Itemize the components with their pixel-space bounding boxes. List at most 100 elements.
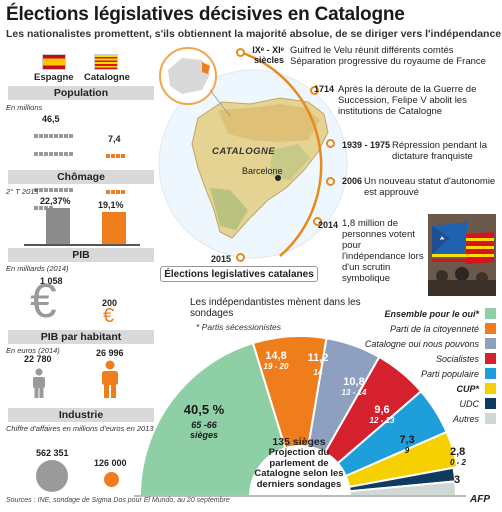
population-unit-square <box>34 206 38 210</box>
spain-flag <box>42 54 66 70</box>
industrie-catalonia-value: 126 000 <box>94 458 127 468</box>
legend-swatch <box>485 398 496 409</box>
timeline-dot <box>236 48 245 57</box>
timeline-text: Après la déroute de la Guerre de Success… <box>338 84 477 117</box>
population-spain-value: 46,5 <box>42 114 60 124</box>
seat-percent: 40,5 % <box>183 402 225 417</box>
legend-item: Parti de la citoyenneté <box>330 321 496 336</box>
euro-icon-catalonia: € <box>103 305 115 327</box>
population-unit-square <box>121 190 125 194</box>
page-subtitle: Les nationalistes promettent, s'ils obti… <box>6 28 502 40</box>
timeline-dot <box>326 139 335 148</box>
map-city-label: Barcelone <box>242 166 283 176</box>
legend-label: Parti populaire <box>420 368 479 379</box>
page-title: Élections législatives décisives en Cata… <box>6 4 405 25</box>
pib-heading: PIB <box>8 248 154 262</box>
population-unit-square <box>39 134 43 138</box>
legend-item: Ensemble pour le oui* <box>330 306 496 321</box>
spain-label: Espagne <box>34 72 74 83</box>
person-icon-catalonia <box>102 360 118 398</box>
seat-range: 9 <box>404 446 410 455</box>
population-unit-square <box>69 152 73 156</box>
chomage-spain-value: 22,37% <box>40 196 71 206</box>
seat-label-catalogne-oui: 11,2 14 <box>300 352 336 377</box>
pib-habitant-spain-value: 22 780 <box>24 354 52 364</box>
legend-swatch <box>485 383 496 394</box>
population-unit-square <box>116 190 120 194</box>
population-unit-square <box>54 152 58 156</box>
seat-range: 14 <box>313 368 323 377</box>
seat-label-socialistes: 10,8 13 - 14 <box>336 376 372 397</box>
population-unit-square <box>106 154 110 158</box>
population-unit-square <box>34 134 38 138</box>
population-unit-square <box>34 188 38 192</box>
hemicycle-segment <box>138 341 287 497</box>
legend-label: Socialistes <box>435 353 479 364</box>
population-unit-square <box>64 188 68 192</box>
pib-spain-value: 1 058 <box>40 276 63 286</box>
catalonia-label: Catalogne <box>84 72 130 83</box>
elections-note: Les indépendantistes mènent dans les son… <box>190 297 361 319</box>
population-unit-square <box>39 188 43 192</box>
person-icon-spain <box>33 368 45 398</box>
timeline-text: Un nouveau statut d'autonomie est approu… <box>364 176 496 198</box>
sources-text: Sources : INE, sondage de Sigma Dos pour… <box>6 497 230 504</box>
population-unit-square <box>49 188 53 192</box>
legend-item: Socialistes <box>330 351 496 366</box>
seat-range: 0 - 2 <box>450 458 467 467</box>
pib-catalonia-value: 200 <box>102 298 118 308</box>
map-region-label: CATALOGNE <box>212 146 276 157</box>
legend-label: Parti de la citoyenneté <box>389 323 479 334</box>
seat-range: 19 - 20 <box>263 362 289 371</box>
seat-percent: 9,6 <box>374 404 390 416</box>
seat-range: 65 -66 <box>191 420 217 430</box>
population-unit-square <box>64 152 68 156</box>
seat-label-autres: 3 <box>454 474 474 486</box>
crowd-photo <box>428 214 496 296</box>
seat-word: sièges <box>189 430 219 440</box>
population-unit-square <box>69 134 73 138</box>
legend-label: Catalogne oui nous pouvons <box>364 338 479 349</box>
legend-swatch <box>485 338 496 349</box>
seat-percent: 2,8 <box>450 446 466 458</box>
timeline-dot <box>310 86 319 95</box>
population-unit-square <box>111 190 115 194</box>
seat-label-cup: 7,3 9 <box>392 434 422 455</box>
barcelona-marker <box>275 175 281 181</box>
population-unit-square <box>64 134 68 138</box>
timeline-text: Répression pendant la dictature franquis… <box>392 140 488 162</box>
seat-range: 13 - 14 <box>341 388 367 397</box>
timeline-date: 2015 <box>210 254 231 264</box>
chomage-heading: Chômage <box>8 170 154 184</box>
seat-percent: 14,8 <box>265 350 287 362</box>
timeline-date: IXᵉ - XIᵉ siècles <box>252 45 284 65</box>
catalonia-map <box>158 47 348 259</box>
timeline-text: Guifred le Velu réunit différents comtés… <box>290 45 486 67</box>
industrie-catalonia-disc <box>104 472 119 487</box>
legend-item: Catalogne oui nous pouvons <box>330 336 496 351</box>
timeline-date: 2014 <box>317 220 338 230</box>
population-unit: En millions <box>6 103 43 112</box>
legend-swatch <box>485 413 496 424</box>
chomage-catalonia-bar <box>102 212 126 244</box>
population-unit-square <box>106 190 110 194</box>
legend-swatch <box>485 368 496 379</box>
elections-note-sub: * Partis sécessionistes <box>196 322 282 332</box>
chomage-spain-bar <box>46 208 70 244</box>
population-unit-square <box>121 154 125 158</box>
population-unit-square <box>59 134 63 138</box>
population-unit-square <box>44 134 48 138</box>
legend-label: Autres <box>452 413 479 424</box>
pib-habitant-catalonia-value: 26 996 <box>96 348 124 358</box>
population-unit-square <box>59 188 63 192</box>
seat-percent: 7,3 <box>399 434 415 446</box>
center-text: Projection du parlement de Catalogne sel… <box>254 447 344 490</box>
center-seats: 135 sièges <box>272 436 326 448</box>
euro-icon-spain: € <box>30 275 57 328</box>
chomage-catalonia-value: 19,1% <box>98 200 124 210</box>
population-unit-square <box>44 152 48 156</box>
population-unit-square <box>59 152 63 156</box>
seat-label-udc: 2,8 0 - 2 <box>450 446 480 467</box>
seat-percent: 10,8 <box>343 376 365 388</box>
